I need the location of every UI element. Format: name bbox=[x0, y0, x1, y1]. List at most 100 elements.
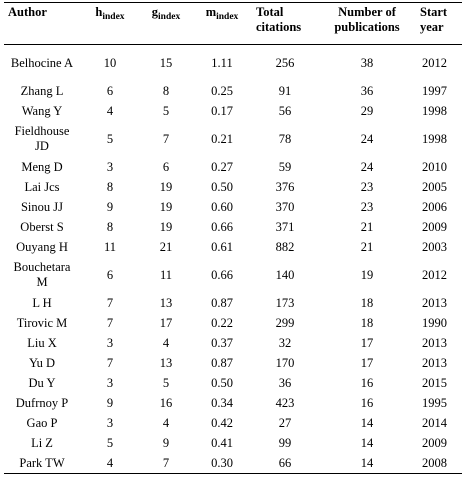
cell-start-year: 2006 bbox=[422, 199, 447, 214]
cell-total-citations: 170 bbox=[275, 355, 295, 370]
table-row: Gao P 3 4 0.42 27 14 2014 bbox=[4, 413, 462, 433]
cell-m-index: 0.66 bbox=[211, 219, 233, 234]
cell-number-of-publications: 18 bbox=[360, 315, 374, 330]
cell-m-index: 0.41 bbox=[211, 435, 233, 450]
header-author: Author bbox=[8, 5, 47, 19]
cell-number-of-publications: 16 bbox=[360, 375, 374, 390]
table-row: Liu X 3 4 0.37 32 17 2013 bbox=[4, 333, 462, 353]
table-row: Du Y 3 5 0.50 36 16 2015 bbox=[4, 373, 462, 393]
header-m-sub: index bbox=[216, 12, 239, 22]
table-row: Meng D 3 6 0.27 59 24 2010 bbox=[4, 157, 462, 177]
cell-m-index: 0.87 bbox=[211, 295, 233, 310]
cell-h-index: 5 bbox=[106, 131, 114, 146]
cell-author: Meng D bbox=[21, 159, 63, 174]
cell-number-of-publications: 14 bbox=[360, 455, 374, 470]
cell-m-index: 0.30 bbox=[211, 455, 233, 470]
cell-author: Sinou JJ bbox=[20, 199, 64, 214]
cell-number-of-publications: 17 bbox=[360, 355, 374, 370]
cell-m-index: 0.37 bbox=[211, 335, 233, 350]
cell-author: Oberst S bbox=[20, 219, 64, 234]
cell-g-index: 11 bbox=[159, 267, 173, 282]
cell-m-index: 0.25 bbox=[211, 83, 233, 98]
table-row: Lai Jcs 8 19 0.50 376 23 2005 bbox=[4, 177, 462, 197]
cell-h-index: 3 bbox=[106, 335, 114, 350]
table-row: L H 7 13 0.87 173 18 2013 bbox=[4, 293, 462, 313]
cell-author: Dufrnoy P bbox=[15, 395, 69, 410]
cell-start-year: 2010 bbox=[422, 159, 447, 174]
cell-author: Ouyang H bbox=[16, 239, 68, 254]
header-total-citations: Total citations bbox=[256, 5, 302, 34]
author-metrics-table: Author hindex gindex mindex Total citati… bbox=[4, 2, 462, 474]
cell-g-index: 13 bbox=[159, 295, 173, 310]
table-row: Oberst S 8 19 0.66 371 21 2009 bbox=[4, 217, 462, 237]
cell-number-of-publications: 24 bbox=[360, 159, 374, 174]
cell-total-citations: 299 bbox=[275, 315, 295, 330]
cell-m-index: 0.17 bbox=[211, 103, 233, 118]
cell-h-index: 7 bbox=[106, 295, 114, 310]
cell-h-index: 6 bbox=[106, 83, 114, 98]
cell-total-citations: 882 bbox=[275, 239, 295, 254]
cell-total-citations: 256 bbox=[275, 55, 295, 70]
table-row: Tirovic M 7 17 0.22 299 18 1990 bbox=[4, 313, 462, 333]
header-g-index: gindex bbox=[140, 3, 192, 45]
cell-start-year: 2014 bbox=[422, 415, 447, 430]
cell-number-of-publications: 23 bbox=[360, 199, 374, 214]
cell-author: Zhang L bbox=[20, 83, 64, 98]
table-row: Belhocine A 10 15 1.11 256 38 2012 bbox=[4, 45, 462, 82]
cell-m-index: 1.11 bbox=[211, 55, 233, 70]
table-row: Zhang L 6 8 0.25 91 36 1997 bbox=[4, 81, 462, 101]
cell-number-of-publications: 17 bbox=[360, 335, 374, 350]
table-row: Park TW 4 7 0.30 66 14 2008 bbox=[4, 453, 462, 474]
cell-h-index: 8 bbox=[106, 219, 114, 234]
cell-start-year: 1990 bbox=[422, 315, 447, 330]
cell-total-citations: 371 bbox=[275, 219, 295, 234]
cell-number-of-publications: 14 bbox=[360, 435, 374, 450]
cell-total-citations: 423 bbox=[275, 395, 295, 410]
table-row: Bouchetara M 6 11 0.66 140 19 2012 bbox=[4, 257, 462, 293]
cell-number-of-publications: 36 bbox=[360, 83, 374, 98]
header-g-base: g bbox=[151, 5, 159, 19]
cell-author: Tirovic M bbox=[16, 315, 68, 330]
cell-number-of-publications: 24 bbox=[360, 131, 374, 146]
cell-number-of-publications: 18 bbox=[360, 295, 374, 310]
cell-start-year: 2009 bbox=[422, 219, 447, 234]
cell-start-year: 1997 bbox=[422, 83, 447, 98]
cell-total-citations: 370 bbox=[275, 199, 295, 214]
cell-start-year: 2012 bbox=[422, 55, 447, 70]
cell-h-index: 4 bbox=[106, 455, 114, 470]
cell-g-index: 17 bbox=[159, 315, 173, 330]
cell-h-index: 4 bbox=[106, 103, 114, 118]
cell-start-year: 2009 bbox=[422, 435, 447, 450]
cell-number-of-publications: 23 bbox=[360, 179, 374, 194]
table-body: Belhocine A 10 15 1.11 256 38 2012 Zhang L 6 8 0.2… bbox=[4, 45, 462, 474]
cell-m-index: 0.27 bbox=[211, 159, 233, 174]
table-row: Sinou JJ 9 19 0.60 370 23 2006 bbox=[4, 197, 462, 217]
cell-total-citations: 173 bbox=[275, 295, 295, 310]
cell-total-citations: 59 bbox=[278, 159, 292, 174]
cell-g-index: 7 bbox=[162, 455, 170, 470]
cell-number-of-publications: 29 bbox=[360, 103, 374, 118]
cell-author: Fieldhouse JD bbox=[14, 124, 70, 153]
cell-h-index: 10 bbox=[103, 55, 117, 70]
cell-author: Yu D bbox=[28, 355, 56, 370]
cell-g-index: 6 bbox=[162, 159, 170, 174]
cell-g-index: 19 bbox=[159, 199, 173, 214]
cell-g-index: 4 bbox=[162, 335, 170, 350]
cell-start-year: 2013 bbox=[422, 335, 447, 350]
header-g-sub: index bbox=[158, 12, 181, 22]
cell-start-year: 2008 bbox=[422, 455, 447, 470]
cell-author: Du Y bbox=[28, 375, 56, 390]
cell-g-index: 13 bbox=[159, 355, 173, 370]
cell-g-index: 7 bbox=[162, 131, 170, 146]
cell-h-index: 9 bbox=[106, 199, 114, 214]
cell-start-year: 1998 bbox=[422, 103, 447, 118]
cell-start-year: 2013 bbox=[422, 355, 447, 370]
cell-number-of-publications: 19 bbox=[360, 267, 374, 282]
cell-author: Belhocine A bbox=[10, 55, 74, 70]
cell-number-of-publications: 21 bbox=[360, 219, 374, 234]
table-row: Yu D 7 13 0.87 170 17 2013 bbox=[4, 353, 462, 373]
cell-m-index: 0.22 bbox=[211, 315, 233, 330]
header-h-sub: index bbox=[102, 12, 125, 22]
header-h-index: hindex bbox=[80, 3, 140, 45]
cell-h-index: 11 bbox=[103, 239, 117, 254]
